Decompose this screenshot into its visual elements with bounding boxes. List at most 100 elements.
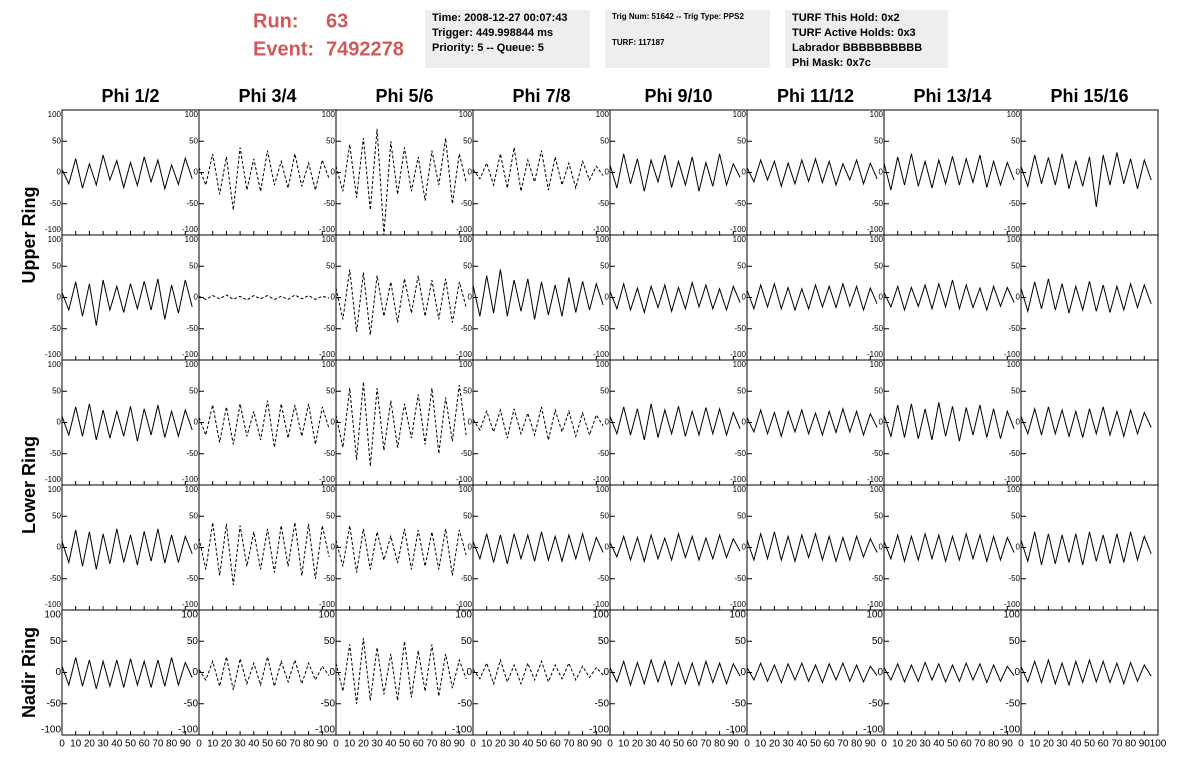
waveform — [746, 661, 878, 684]
y-tick-label: 50 — [189, 261, 198, 270]
x-tick-label: 60 — [413, 739, 425, 750]
y-tick-label: 100 — [1003, 610, 1020, 621]
x-tick-label: 50 — [810, 739, 822, 750]
x-tick-label: 70 — [974, 739, 986, 750]
waveform — [335, 381, 467, 467]
x-tick-label: 30 — [1057, 739, 1069, 750]
panel — [883, 359, 1022, 486]
y-tick-label: 100 — [322, 235, 336, 244]
y-tick-label: -50 — [869, 698, 884, 709]
y-tick-label: 100 — [185, 235, 199, 244]
y-tick-label: -100 — [1004, 225, 1021, 234]
y-tick-label: 50 — [735, 636, 747, 647]
panel — [609, 484, 748, 611]
y-tick-label: -100 — [319, 475, 336, 484]
x-tick-label: 90 — [454, 739, 466, 750]
waveform — [335, 128, 467, 236]
waveform — [746, 157, 878, 189]
x-tick-label: 40 — [1070, 739, 1082, 750]
y-tick-label: -50 — [186, 199, 198, 208]
y-tick-label: 100 — [1007, 235, 1021, 244]
y-tick-label: -100 — [45, 350, 62, 359]
panel — [609, 234, 748, 361]
x-tick-label: 20 — [1043, 739, 1055, 750]
y-tick-label: -50 — [186, 324, 198, 333]
info-line: TURF: 117187 — [612, 38, 665, 47]
waveform — [61, 278, 193, 326]
y-tick-label: 50 — [52, 511, 61, 520]
y-tick-label: -50 — [597, 199, 609, 208]
y-tick-label: 0 — [468, 418, 473, 427]
waveform — [61, 403, 193, 442]
y-tick-label: 0 — [1016, 168, 1021, 177]
panel — [61, 484, 200, 611]
y-tick-label: 50 — [600, 136, 609, 145]
panel — [335, 609, 474, 736]
y-tick-label: 0 — [603, 667, 609, 678]
x-tick-label: 10 — [207, 739, 219, 750]
y-tick-label: 100 — [596, 110, 610, 119]
waveform — [609, 658, 741, 687]
panel — [61, 609, 200, 736]
column-label: Phi 1/2 — [101, 86, 159, 106]
y-tick-label: -50 — [734, 324, 746, 333]
y-tick-label: 100 — [459, 360, 473, 369]
y-tick-label: -50 — [184, 698, 199, 709]
panel — [746, 234, 885, 361]
x-tick-label: 100 — [1150, 739, 1167, 750]
y-tick-label: 0 — [1016, 543, 1021, 552]
y-tick-label: 100 — [318, 610, 335, 621]
x-tick-label: 50 — [399, 739, 411, 750]
panel — [746, 109, 885, 236]
x-tick-label: 20 — [495, 739, 507, 750]
y-tick-label: 50 — [187, 636, 199, 647]
y-tick-label: -100 — [1004, 350, 1021, 359]
x-tick-label: 50 — [947, 739, 959, 750]
y-tick-label: 100 — [870, 110, 884, 119]
waveform — [883, 279, 1015, 312]
y-tick-label: 0 — [194, 293, 199, 302]
x-tick-label: 40 — [659, 739, 671, 750]
x-tick-label: 60 — [276, 739, 288, 750]
y-tick-label: 0 — [742, 293, 747, 302]
y-tick-label: 100 — [455, 610, 472, 621]
y-tick-label: 50 — [600, 386, 609, 395]
y-tick-label: 0 — [192, 667, 198, 678]
waveform — [335, 525, 467, 576]
y-tick-label: -100 — [178, 725, 198, 736]
y-tick-label: 0 — [879, 293, 884, 302]
y-tick-label: -50 — [47, 698, 62, 709]
x-tick-label: 60 — [1098, 739, 1110, 750]
waveform — [609, 531, 741, 564]
waveform — [609, 280, 741, 315]
panel — [198, 109, 337, 236]
panel — [1020, 109, 1159, 236]
y-tick-label: -50 — [460, 574, 472, 583]
y-tick-label: 100 — [596, 360, 610, 369]
y-tick-label: 100 — [733, 110, 747, 119]
y-tick-label: 100 — [48, 235, 62, 244]
y-tick-label: -100 — [1000, 725, 1020, 736]
waveform — [472, 531, 604, 564]
y-tick-label: -100 — [730, 475, 747, 484]
x-tick-label: 20 — [632, 739, 644, 750]
y-tick-label: -100 — [1004, 475, 1021, 484]
x-tick-label: 30 — [509, 739, 521, 750]
y-tick-label: 0 — [468, 168, 473, 177]
x-tick-label: 0 — [607, 739, 613, 750]
y-tick-label: -100 — [182, 350, 199, 359]
y-tick-label: 100 — [185, 360, 199, 369]
y-tick-label: 0 — [57, 168, 62, 177]
panel — [609, 359, 748, 486]
x-tick-label: 10 — [344, 739, 356, 750]
y-tick-label: -100 — [456, 350, 473, 359]
panel — [746, 359, 885, 486]
y-tick-label: 50 — [874, 511, 883, 520]
x-tick-label: 40 — [522, 739, 534, 750]
x-tick-label: 90 — [591, 739, 603, 750]
y-tick-label: 50 — [1009, 636, 1021, 647]
waveform — [746, 407, 878, 439]
y-tick-label: -100 — [45, 600, 62, 609]
x-tick-label: 0 — [470, 739, 476, 750]
x-tick-label: 0 — [881, 739, 887, 750]
